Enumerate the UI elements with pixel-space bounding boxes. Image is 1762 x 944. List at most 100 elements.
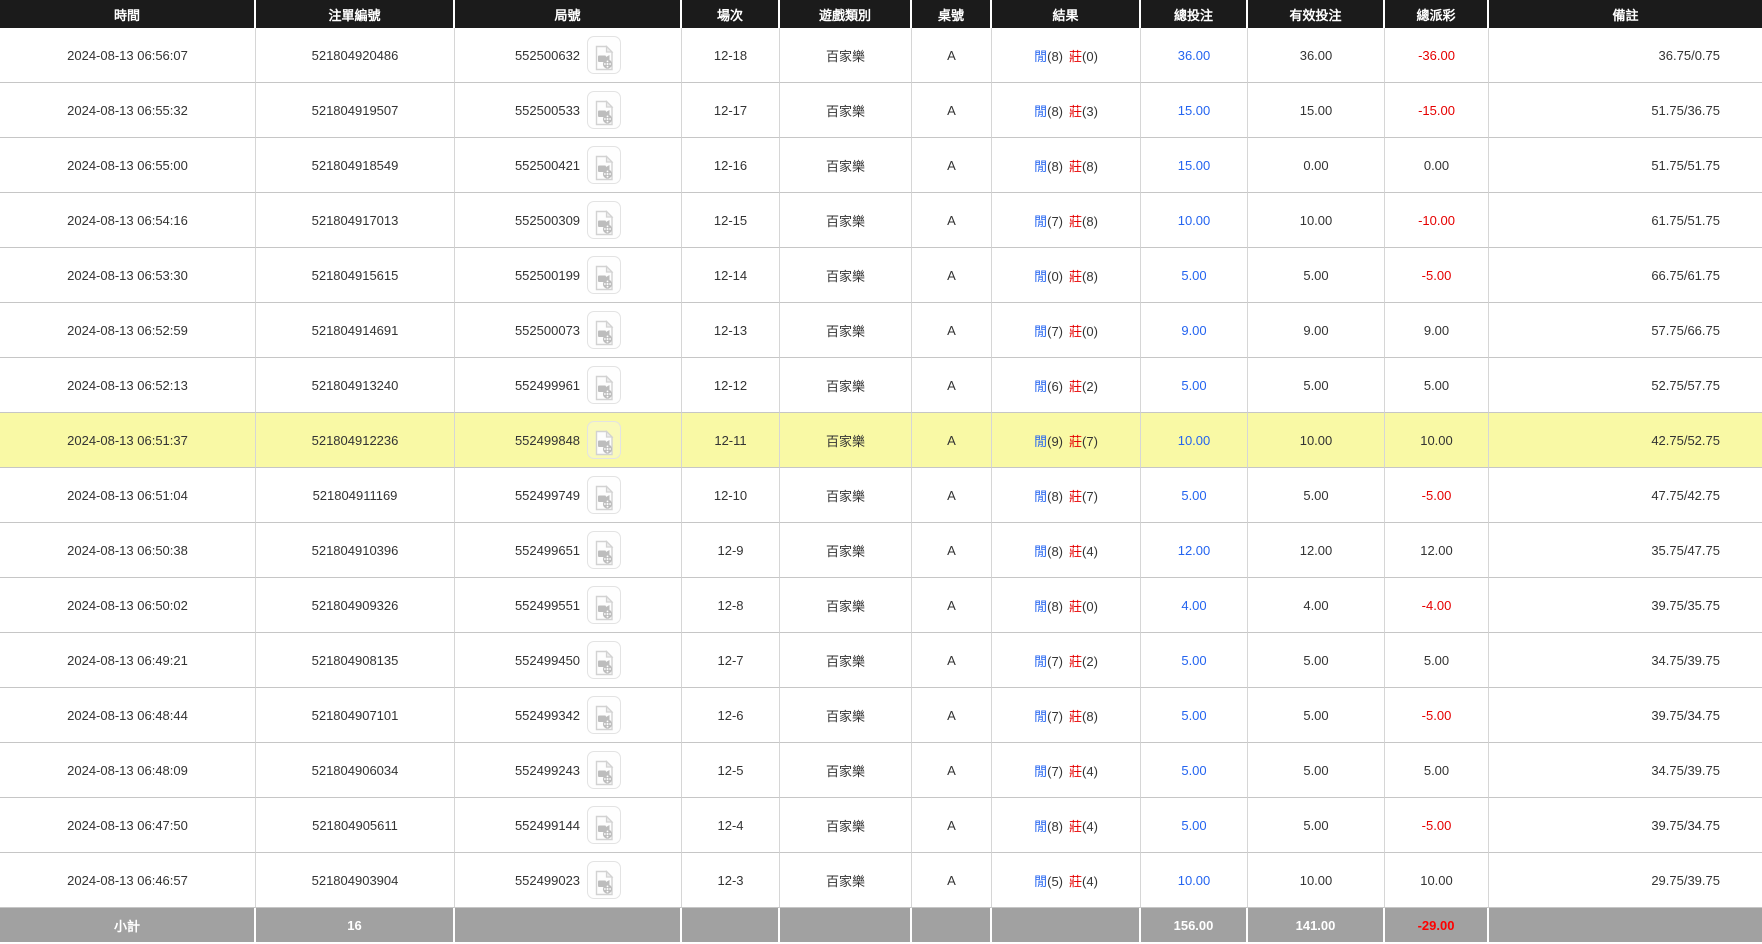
- cell-session: 12-3: [682, 853, 780, 908]
- cell-total-bet: 15.00: [1141, 83, 1248, 138]
- result-banker-points: (3): [1082, 103, 1098, 119]
- table-row[interactable]: 2024-08-13 06:55:00 521804918549 5525004…: [0, 138, 1762, 193]
- cell-time: 2024-08-13 06:51:37: [0, 413, 256, 468]
- cell-game-type: 百家樂: [780, 413, 912, 468]
- video-replay-button[interactable]: [587, 366, 622, 404]
- cell-valid-bet: 15.00: [1248, 83, 1385, 138]
- col-header-game-type: 遊戲類別: [780, 0, 912, 28]
- cell-table-no: A: [912, 303, 992, 358]
- cell-total-bet: 5.00: [1141, 688, 1248, 743]
- table-row[interactable]: 2024-08-13 06:47:50 521804905611 5524991…: [0, 798, 1762, 853]
- result-player-label: 閒: [1034, 488, 1048, 504]
- video-replay-button[interactable]: [587, 421, 622, 459]
- table-row[interactable]: 2024-08-13 06:49:21 521804908135 5524994…: [0, 633, 1762, 688]
- cell-valid-bet: 9.00: [1248, 303, 1385, 358]
- cell-total-bet: 4.00: [1141, 578, 1248, 633]
- result-banker-label: 莊: [1069, 488, 1083, 504]
- video-file-icon: [595, 705, 614, 731]
- cell-remark: 36.75/0.75: [1489, 28, 1762, 83]
- video-file-icon: [595, 320, 614, 346]
- video-replay-button[interactable]: [587, 861, 622, 899]
- cell-valid-bet: 5.00: [1248, 688, 1385, 743]
- cell-valid-bet: 12.00: [1248, 523, 1385, 578]
- round-number: 552500421: [514, 157, 581, 173]
- cell-result: 閒(7) 莊(0): [992, 303, 1141, 358]
- table-row[interactable]: 2024-08-13 06:48:44 521804907101 5524993…: [0, 688, 1762, 743]
- table-row[interactable]: 2024-08-13 06:54:16 521804917013 5525003…: [0, 193, 1762, 248]
- video-replay-button[interactable]: [587, 806, 622, 844]
- cell-result: 閒(7) 莊(8): [992, 193, 1141, 248]
- video-replay-button[interactable]: [587, 36, 622, 74]
- video-replay-button[interactable]: [587, 146, 622, 184]
- table-row[interactable]: 2024-08-13 06:56:07 521804920486 5525006…: [0, 28, 1762, 83]
- result-banker-label: 莊: [1069, 213, 1083, 229]
- subtotal-empty-round: [455, 908, 682, 944]
- cell-bet-id: 521804905611: [256, 798, 455, 853]
- subtotal-empty-session: [682, 908, 780, 944]
- round-number: 552500073: [514, 322, 581, 338]
- table-row[interactable]: 2024-08-13 06:48:09 521804906034 5524992…: [0, 743, 1762, 798]
- result-banker-points: (0): [1082, 48, 1098, 64]
- result-player-points: (8): [1047, 158, 1063, 174]
- cell-payout: 0.00: [1385, 138, 1489, 193]
- cell-total-bet: 5.00: [1141, 633, 1248, 688]
- video-file-icon: [595, 540, 614, 566]
- result-banker-label: 莊: [1069, 103, 1083, 119]
- cell-payout: 5.00: [1385, 358, 1489, 413]
- col-header-total-bet: 總投注: [1141, 0, 1248, 28]
- cell-payout: 12.00: [1385, 523, 1489, 578]
- table-row[interactable]: 2024-08-13 06:50:38 521804910396 5524996…: [0, 523, 1762, 578]
- cell-game-type: 百家樂: [780, 468, 912, 523]
- cell-session: 12-5: [682, 743, 780, 798]
- video-replay-button[interactable]: [587, 531, 622, 569]
- cell-session: 12-7: [682, 633, 780, 688]
- cell-session: 12-10: [682, 468, 780, 523]
- video-file-icon: [595, 155, 614, 181]
- cell-bet-id: 521804910396: [256, 523, 455, 578]
- subtotal-payout: -29.00: [1385, 908, 1489, 944]
- video-replay-button[interactable]: [587, 311, 622, 349]
- cell-bet-id: 521804908135: [256, 633, 455, 688]
- video-replay-button[interactable]: [587, 586, 622, 624]
- cell-round: 552500421: [455, 138, 682, 193]
- cell-session: 12-6: [682, 688, 780, 743]
- table-row[interactable]: 2024-08-13 06:50:02 521804909326 5524995…: [0, 578, 1762, 633]
- cell-bet-id: 521804909326: [256, 578, 455, 633]
- cell-remark: 51.75/36.75: [1489, 83, 1762, 138]
- video-replay-button[interactable]: [587, 641, 622, 679]
- result-player-label: 閒: [1034, 543, 1048, 559]
- cell-total-bet: 15.00: [1141, 138, 1248, 193]
- cell-game-type: 百家樂: [780, 28, 912, 83]
- cell-payout: 10.00: [1385, 853, 1489, 908]
- result-player-label: 閒: [1034, 598, 1048, 614]
- cell-remark: 66.75/61.75: [1489, 248, 1762, 303]
- table-row[interactable]: 2024-08-13 06:53:30 521804915615 5525001…: [0, 248, 1762, 303]
- video-replay-button[interactable]: [587, 751, 622, 789]
- result-banker-label: 莊: [1069, 378, 1083, 394]
- video-replay-button[interactable]: [587, 201, 622, 239]
- video-replay-button[interactable]: [587, 256, 622, 294]
- table-row[interactable]: 2024-08-13 06:52:13 521804913240 5524999…: [0, 358, 1762, 413]
- cell-session: 12-9: [682, 523, 780, 578]
- cell-payout: 5.00: [1385, 743, 1489, 798]
- table-row[interactable]: 2024-08-13 06:51:04 521804911169 5524997…: [0, 468, 1762, 523]
- col-header-time: 時間: [0, 0, 256, 28]
- cell-result: 閒(8) 莊(7): [992, 468, 1141, 523]
- subtotal-total-bet: 156.00: [1141, 908, 1248, 944]
- result-banker-points: (4): [1082, 763, 1098, 779]
- round-number: 552499961: [514, 377, 581, 393]
- video-replay-button[interactable]: [587, 91, 622, 129]
- table-row[interactable]: 2024-08-13 06:52:59 521804914691 5525000…: [0, 303, 1762, 358]
- video-replay-button[interactable]: [587, 696, 622, 734]
- cell-session: 12-16: [682, 138, 780, 193]
- table-row[interactable]: 2024-08-13 06:51:37 521804912236 5524998…: [0, 413, 1762, 468]
- cell-remark: 61.75/51.75: [1489, 193, 1762, 248]
- video-file-icon: [595, 485, 614, 511]
- cell-table-no: A: [912, 83, 992, 138]
- video-replay-button[interactable]: [587, 476, 622, 514]
- cell-game-type: 百家樂: [780, 688, 912, 743]
- table-row[interactable]: 2024-08-13 06:55:32 521804919507 5525005…: [0, 83, 1762, 138]
- subtotal-valid-bet: 141.00: [1248, 908, 1385, 944]
- table-row[interactable]: 2024-08-13 06:46:57 521804903904 5524990…: [0, 853, 1762, 908]
